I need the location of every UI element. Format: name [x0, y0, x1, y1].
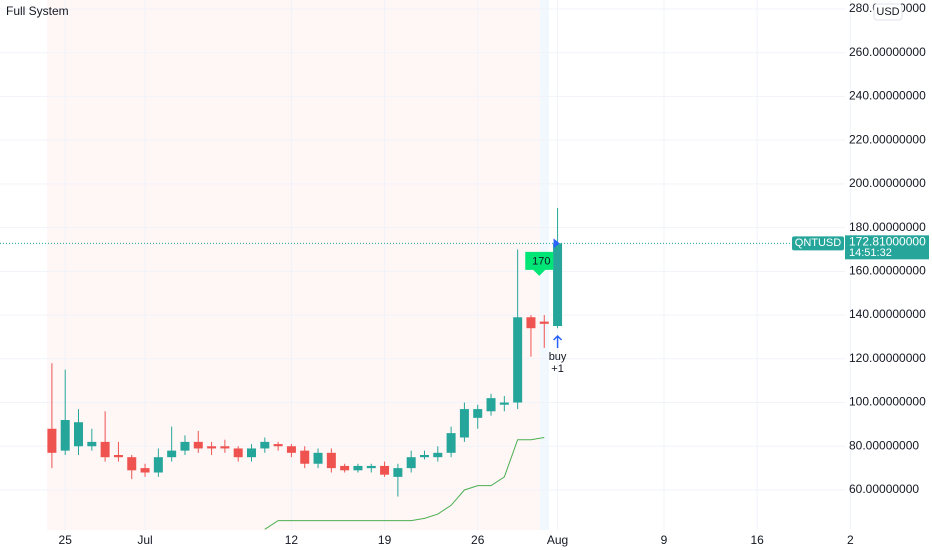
x-tick-label: 12 — [285, 533, 299, 547]
candle-body — [499, 402, 509, 405]
trade-marker-label: 170 — [532, 256, 550, 268]
candle-body — [207, 446, 217, 449]
candle-body — [87, 441, 97, 447]
price-pointer — [553, 238, 560, 249]
candle-body — [393, 468, 403, 477]
loss-zone — [47, 0, 540, 530]
candle-body — [220, 446, 230, 449]
candle-body — [340, 465, 350, 471]
candle-body — [193, 441, 203, 449]
y-tick-label: 120.00000000 — [849, 351, 926, 365]
chart-title: Full System — [6, 4, 69, 18]
x-tick-label: 25 — [59, 533, 73, 547]
candle-body — [513, 317, 523, 403]
countdown: 14:51:32 — [849, 247, 892, 259]
candle-body — [433, 452, 443, 458]
y-tick-label: 160.00000000 — [849, 264, 926, 278]
candle-body — [473, 409, 483, 418]
candle-body — [486, 398, 496, 412]
candle-body — [353, 465, 363, 471]
candle-body — [273, 444, 283, 447]
indicator-line — [264, 437, 545, 530]
candle-body — [526, 317, 536, 329]
y-tick-label: 100.00000000 — [849, 395, 926, 409]
candle-body — [100, 441, 110, 458]
candle-body — [47, 428, 57, 453]
currency-label: USD — [876, 6, 899, 18]
x-tick-label: 19 — [378, 533, 392, 547]
price-badge — [845, 235, 929, 260]
y-tick-label: 80.00000000 — [849, 438, 919, 452]
x-tick-label: Jul — [137, 533, 152, 547]
symbol-badge — [792, 236, 844, 251]
buy-arrow — [553, 334, 563, 349]
candle-body — [167, 450, 177, 458]
y-tick-label: 240.00000000 — [849, 89, 926, 103]
candle-body — [180, 441, 190, 451]
candle-body — [286, 446, 296, 453]
trade-marker — [525, 251, 554, 276]
candle-body — [233, 448, 243, 458]
candle-body — [326, 452, 336, 469]
candle-body — [74, 422, 84, 447]
candle-body — [300, 450, 310, 464]
candle-body — [366, 465, 376, 469]
candle-body — [60, 420, 70, 451]
candle-body — [247, 448, 257, 458]
candle-body — [140, 468, 150, 473]
y-tick-label: 260.00000000 — [849, 45, 926, 59]
candle-body — [406, 457, 416, 469]
x-tick-label: 16 — [750, 533, 764, 547]
price-label: 172.81000000 — [849, 235, 926, 249]
candle-body — [313, 452, 323, 464]
candle-body — [113, 455, 123, 458]
y-tick-label: 200.00000000 — [849, 176, 926, 190]
x-tick-label: 26 — [471, 533, 485, 547]
candle-body — [127, 457, 137, 471]
candle-body — [459, 409, 469, 438]
y-tick-label: 60.00000000 — [849, 482, 919, 496]
candle-body — [153, 457, 163, 473]
y-tick-label: 140.00000000 — [849, 307, 926, 321]
y-tick-label: 180.00000000 — [849, 220, 926, 234]
currency-badge — [873, 3, 903, 21]
y-tick-label: 220.00000000 — [849, 132, 926, 146]
symbol-label: QNTUSD — [795, 237, 842, 249]
x-tick-label: 9 — [661, 533, 668, 547]
x-tick-label: Aug — [547, 533, 568, 547]
x-tick-label: 2 — [847, 533, 854, 547]
candle-body — [539, 321, 549, 324]
candle-body — [380, 465, 390, 475]
candle-body — [260, 441, 270, 449]
candle-body — [446, 433, 456, 453]
buy-label: buy — [549, 351, 567, 363]
quantity-label: +1 — [551, 363, 564, 375]
candle-body — [419, 455, 429, 458]
candle-body — [553, 243, 563, 327]
